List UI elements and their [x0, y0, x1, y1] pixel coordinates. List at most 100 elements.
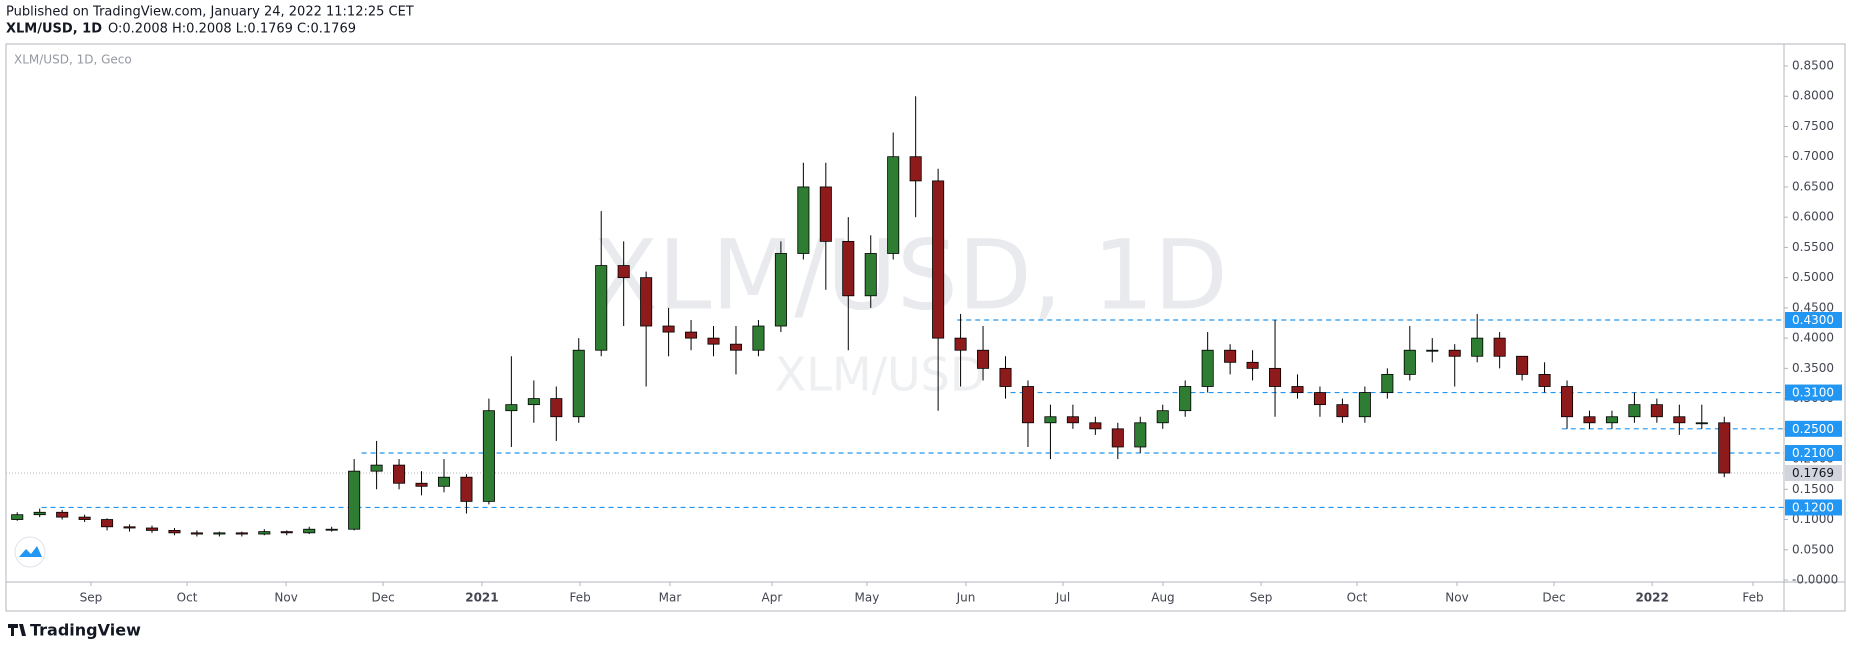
- y-tick-label: 0.1000: [1792, 512, 1834, 526]
- candle-body: [505, 404, 518, 412]
- level-label-bg: [1785, 384, 1842, 401]
- candle-body: [595, 265, 608, 351]
- candle-body: [1381, 374, 1394, 393]
- level-label-bg: [1785, 445, 1842, 462]
- candle-body: [1673, 416, 1686, 424]
- x-tick-label: 2021: [465, 591, 498, 605]
- level-label: 0.4300: [1792, 313, 1834, 327]
- level-label: 0.2100: [1792, 446, 1834, 460]
- candle-body: [1336, 404, 1349, 418]
- candle-body: [1313, 392, 1326, 406]
- x-tick-label: Nov: [1445, 591, 1468, 605]
- candle-body: [1718, 422, 1731, 474]
- last-price-label: 0.1769: [1792, 466, 1834, 480]
- candle-body: [33, 511, 46, 516]
- candle-body: [1156, 410, 1169, 424]
- candle-body: [1179, 386, 1192, 412]
- x-tick-label: Sep: [1250, 591, 1273, 605]
- candle-body: [1291, 386, 1304, 393]
- y-tick-label: 0.4500: [1792, 300, 1834, 314]
- candle-body: [1516, 355, 1529, 375]
- candle-body: [1650, 404, 1663, 418]
- y-tick-label: 0.5000: [1792, 270, 1834, 284]
- candle-body: [572, 349, 585, 418]
- last-price-label-bg: [1785, 465, 1842, 482]
- candle-body: [1021, 386, 1034, 424]
- candle-body: [1111, 428, 1124, 448]
- y-tick-label: 0.3500: [1792, 361, 1834, 375]
- candle-body: [729, 343, 742, 351]
- watermark-sub: XLM/USD: [775, 348, 986, 402]
- x-tick-label: Aug: [1151, 591, 1174, 605]
- candle-body: [864, 253, 877, 297]
- candle-body: [1224, 349, 1237, 363]
- legend: XLM/USD, 1D, Geco: [14, 53, 132, 67]
- chart-frame: [5, 43, 1846, 612]
- y-tick-label: -0.0000: [1792, 573, 1838, 587]
- candle-body: [887, 156, 900, 254]
- level-label: 0.2500: [1792, 422, 1834, 436]
- candle-body: [954, 337, 967, 351]
- candle-body: [190, 532, 203, 535]
- candle-body: [977, 349, 990, 369]
- y-tick-label: 0.0500: [1792, 542, 1834, 556]
- y-tick-label: 0.7500: [1792, 119, 1834, 133]
- y-tick-label: 0.4000: [1792, 331, 1834, 345]
- candle-body: [11, 514, 24, 520]
- y-tick-label: 0.8500: [1792, 59, 1834, 73]
- y-tick-label: 0.6000: [1792, 210, 1834, 224]
- x-tick-label: Feb: [569, 591, 590, 605]
- y-tick-label: 0.5500: [1792, 240, 1834, 254]
- candle-body: [1066, 416, 1079, 424]
- candle-body: [325, 528, 338, 531]
- candle-body: [1538, 374, 1551, 387]
- symbol: XLM/USD, 1D: [6, 22, 102, 37]
- y-tick-label: 0.1500: [1792, 482, 1834, 496]
- ohlc-line: O:0.2008 H:0.2008 L:0.1769 C:0.1769: [108, 22, 356, 37]
- candle-body: [1044, 416, 1057, 424]
- candle-body: [1246, 361, 1259, 369]
- candle-body: [280, 531, 293, 534]
- candle-body: [258, 531, 271, 535]
- x-tick-label: Jun: [956, 591, 976, 605]
- x-tick-label: Feb: [1742, 591, 1763, 605]
- watermark: XLM/USD, 1D: [592, 219, 1228, 331]
- published-line: Published on TradingView.com, January 24…: [6, 5, 414, 20]
- candle-body: [550, 398, 563, 418]
- candle-body: [842, 240, 855, 297]
- candle-body: [1583, 416, 1596, 424]
- x-tick-label: Apr: [762, 591, 783, 605]
- candle-body: [797, 186, 810, 254]
- candle-body: [774, 253, 787, 327]
- candle-body: [932, 180, 945, 339]
- candle-body: [662, 325, 675, 333]
- level-label-bg: [1785, 420, 1842, 437]
- x-tick-label: 2022: [1635, 591, 1668, 605]
- candle-body: [78, 516, 91, 520]
- x-tick-label: Oct: [177, 591, 198, 605]
- x-tick-label: Dec: [1542, 591, 1565, 605]
- x-tick-label: May: [855, 591, 880, 605]
- x-tick-label: Sep: [80, 591, 103, 605]
- x-tick-label: Dec: [372, 591, 395, 605]
- candle-body: [1269, 367, 1282, 387]
- candle-body: [437, 476, 451, 487]
- level-label-bg: [1785, 499, 1842, 516]
- candle-body: [1089, 422, 1102, 430]
- candle-body: [56, 511, 69, 518]
- candle-body: [527, 398, 540, 406]
- candle-body: [348, 470, 361, 530]
- candle-body: [1201, 349, 1214, 387]
- candle-body: [145, 527, 159, 531]
- x-tick-label: Mar: [659, 591, 682, 605]
- y-tick-label: 0.7000: [1792, 149, 1834, 163]
- candle-body: [1448, 349, 1461, 357]
- candle-body: [1493, 337, 1506, 357]
- candle-body: [123, 526, 136, 529]
- candle-body: [1358, 392, 1371, 418]
- candle-body: [370, 464, 383, 472]
- candle-body: [999, 367, 1012, 387]
- candle-body: [101, 519, 114, 528]
- candle-body: [1561, 386, 1574, 418]
